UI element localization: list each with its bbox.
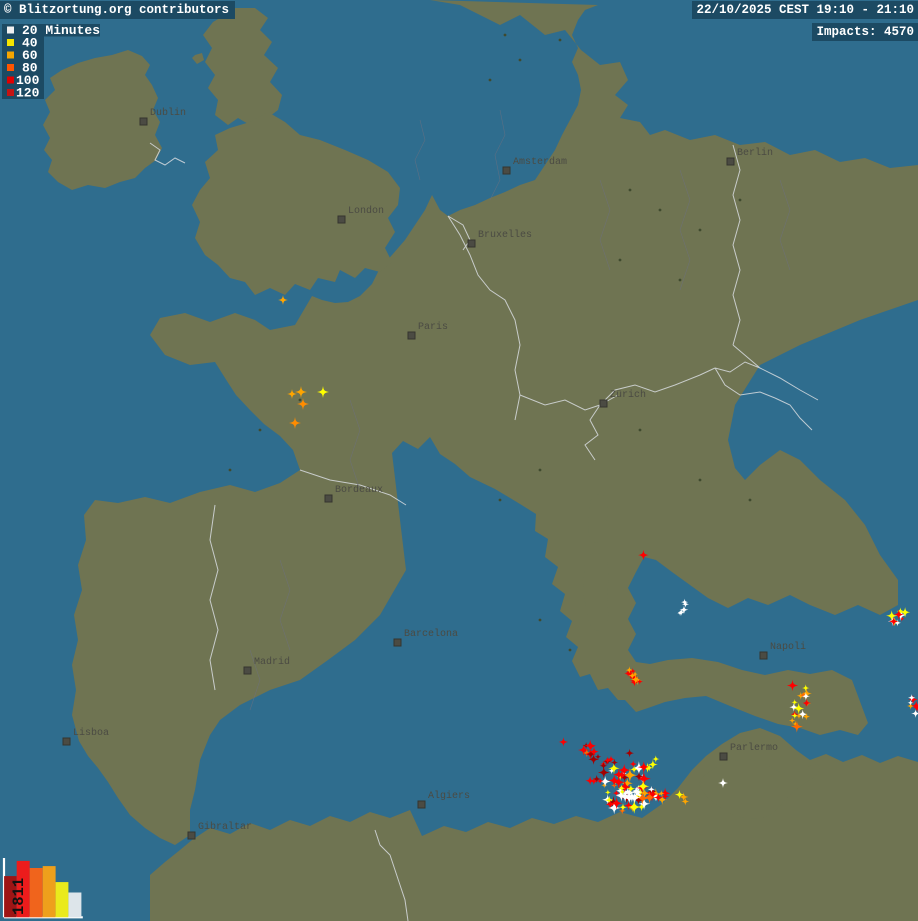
svg-text:1811: 1811 xyxy=(10,878,28,915)
